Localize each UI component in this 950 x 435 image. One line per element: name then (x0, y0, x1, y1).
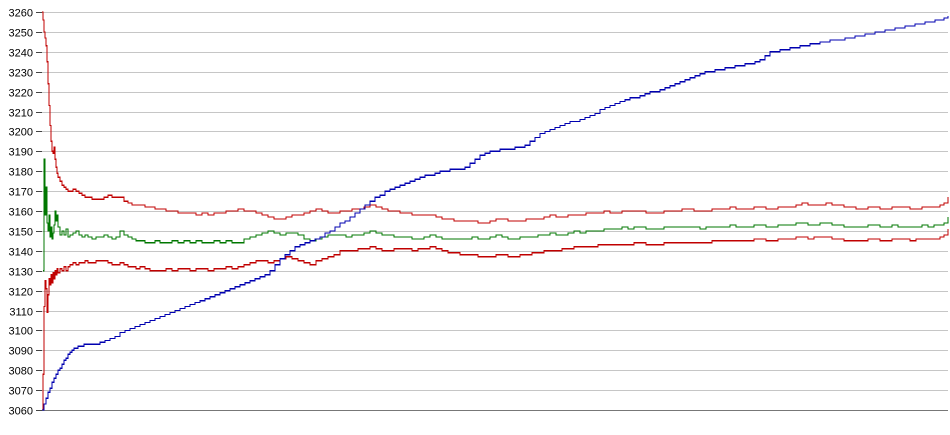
y-axis-label: 3260 (9, 8, 33, 20)
series-mean (43, 158, 949, 272)
y-axis-label: 3110 (9, 307, 33, 319)
y-axis-label: 3220 (9, 88, 33, 100)
series-cumulative (42, 16, 949, 411)
y-axis-label: 3160 (9, 207, 33, 219)
y-axis-label: 3200 (9, 127, 33, 139)
y-axis-label: 3100 (9, 326, 33, 338)
y-axis-label: 3190 (9, 147, 33, 159)
y-axis-label: 3130 (9, 267, 33, 279)
y-axis-label: 3120 (9, 287, 33, 299)
y-axis-label: 3180 (9, 167, 33, 179)
y-axis-label: 3250 (9, 28, 33, 40)
y-axis-label: 3240 (9, 48, 33, 60)
y-axis-label: 3090 (9, 346, 33, 358)
y-axis-label: 3070 (9, 386, 33, 398)
y-axis-label: 3140 (9, 247, 33, 259)
series-lower-band (42, 228, 949, 411)
y-axis-label: 3210 (9, 108, 33, 120)
y-axis-label: 3230 (9, 68, 33, 80)
series-upper-band (42, 11, 949, 224)
y-axis-label: 3080 (9, 366, 33, 378)
y-axis-label: 3060 (9, 406, 33, 418)
y-axis-label: 3150 (9, 227, 33, 239)
y-axis-label: 3170 (9, 187, 33, 199)
